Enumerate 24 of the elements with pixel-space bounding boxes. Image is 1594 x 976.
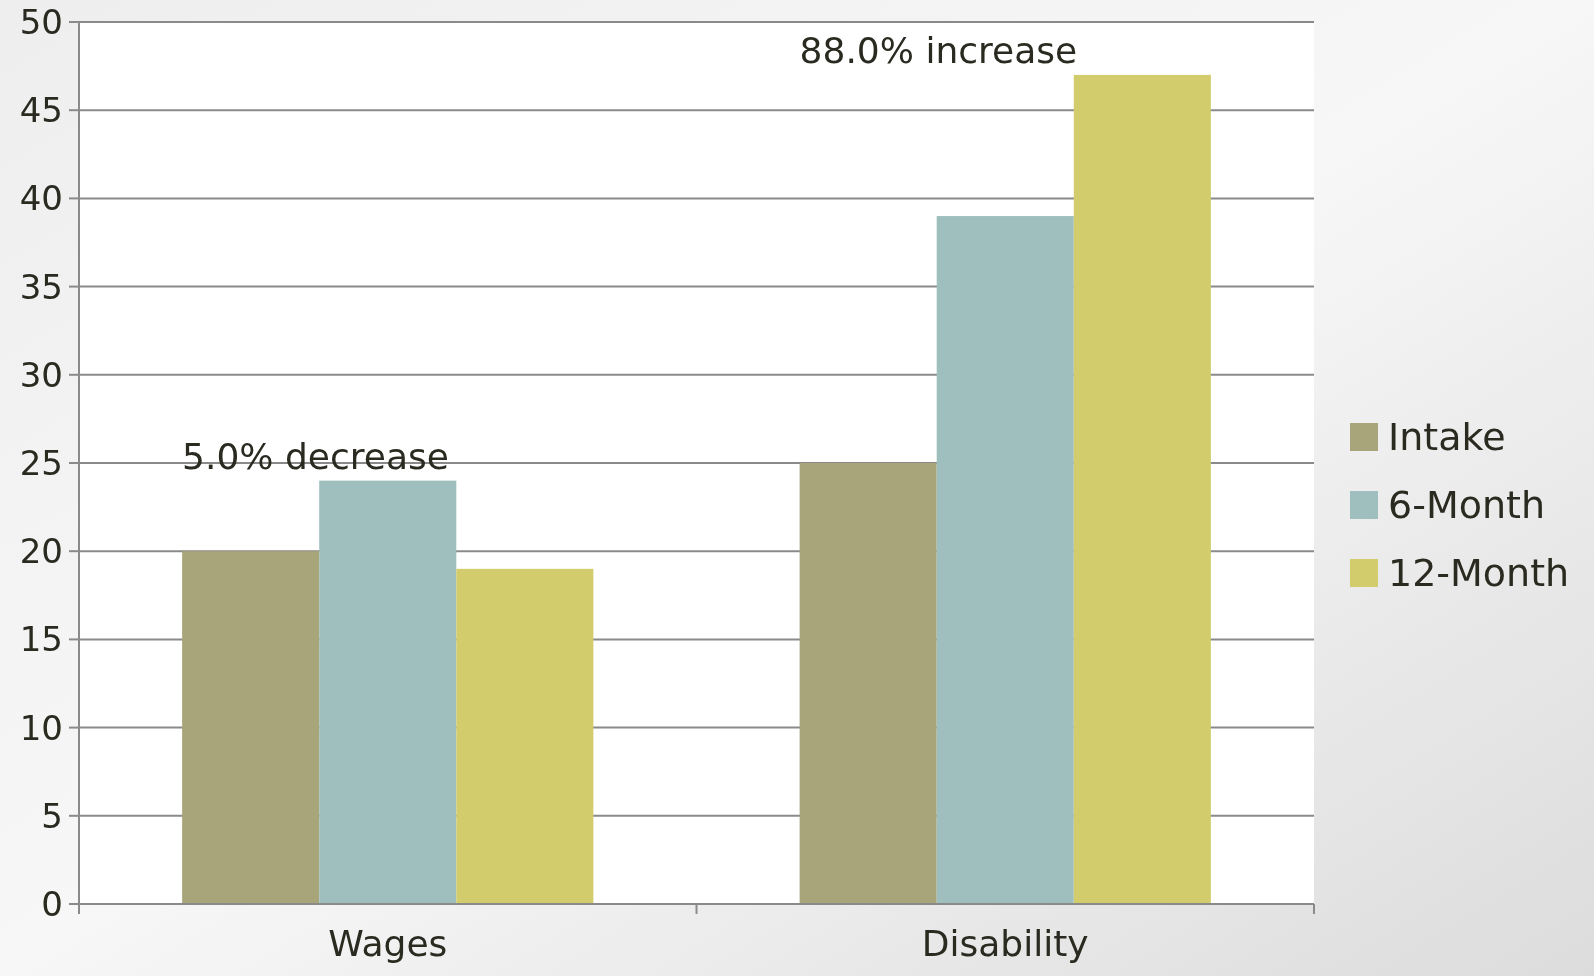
y-tick-label: 10 <box>19 707 63 748</box>
y-tick-label: 45 <box>19 90 63 131</box>
y-tick-label: 25 <box>19 442 63 483</box>
y-tick-label: 35 <box>19 266 63 307</box>
bar <box>182 551 320 904</box>
bar <box>319 480 457 904</box>
y-tick-label: 15 <box>19 619 63 660</box>
bar <box>799 463 937 904</box>
annotation: 88.0% increase <box>799 29 1078 71</box>
bar <box>456 568 594 904</box>
legend-label: 12-Month <box>1388 551 1570 596</box>
legend-label: Intake <box>1388 415 1506 460</box>
y-tick-label: 30 <box>19 354 63 395</box>
y-tick-label: 0 <box>41 883 63 924</box>
y-tick-label: 5 <box>41 795 63 836</box>
bar <box>1073 74 1211 904</box>
y-tick-label: 20 <box>19 531 63 572</box>
y-tick-label: 40 <box>19 178 63 219</box>
bar <box>936 216 1074 904</box>
y-tick-label: 50 <box>19 1 63 42</box>
legend-label: 6-Month <box>1388 483 1545 528</box>
annotation: 5.0% decrease <box>182 435 449 477</box>
x-tick-label: Disability <box>921 923 1089 964</box>
x-tick-label: Wages <box>328 923 448 964</box>
